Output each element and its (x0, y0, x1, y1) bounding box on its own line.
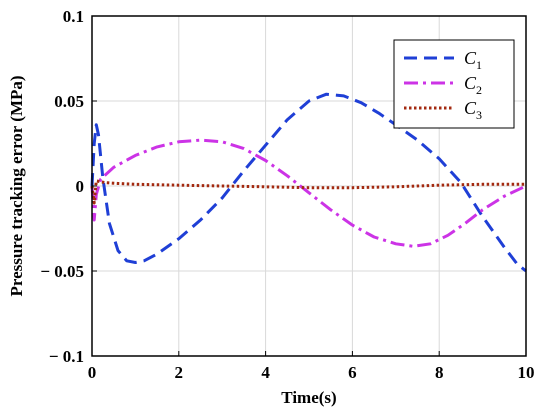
series-lines (90, 92, 527, 273)
legend-c1-subscript: 1 (476, 58, 482, 72)
x-tick-label: 0 (88, 363, 97, 382)
x-tick-label: 8 (435, 363, 444, 382)
x-axis-label: Time(s) (281, 388, 336, 407)
x-tick-label: 10 (518, 363, 535, 382)
legend-c3-subscript: 3 (476, 108, 482, 122)
y-tick-label: − 0.1 (49, 347, 84, 366)
x-tick-label: 6 (348, 363, 357, 382)
y-axis-label: Pressure tracking error (MPa) (7, 75, 26, 296)
y-tick-label: 0.05 (54, 92, 84, 111)
y-tick-label: − 0.05 (40, 262, 84, 281)
series-c3-line (90, 179, 526, 205)
series-c1-line (90, 92, 527, 273)
x-tick-label: 4 (261, 363, 270, 382)
series-c2-line (90, 138, 527, 248)
legend-c2-subscript: 2 (476, 83, 482, 97)
x-tick-label: 2 (175, 363, 184, 382)
axis-ticks: 0 2 4 6 8 10 − 0.1 − 0.05 0 0.05 0.1 (40, 7, 534, 382)
y-tick-label: 0 (76, 177, 85, 196)
y-tick-label: 0.1 (63, 7, 84, 26)
